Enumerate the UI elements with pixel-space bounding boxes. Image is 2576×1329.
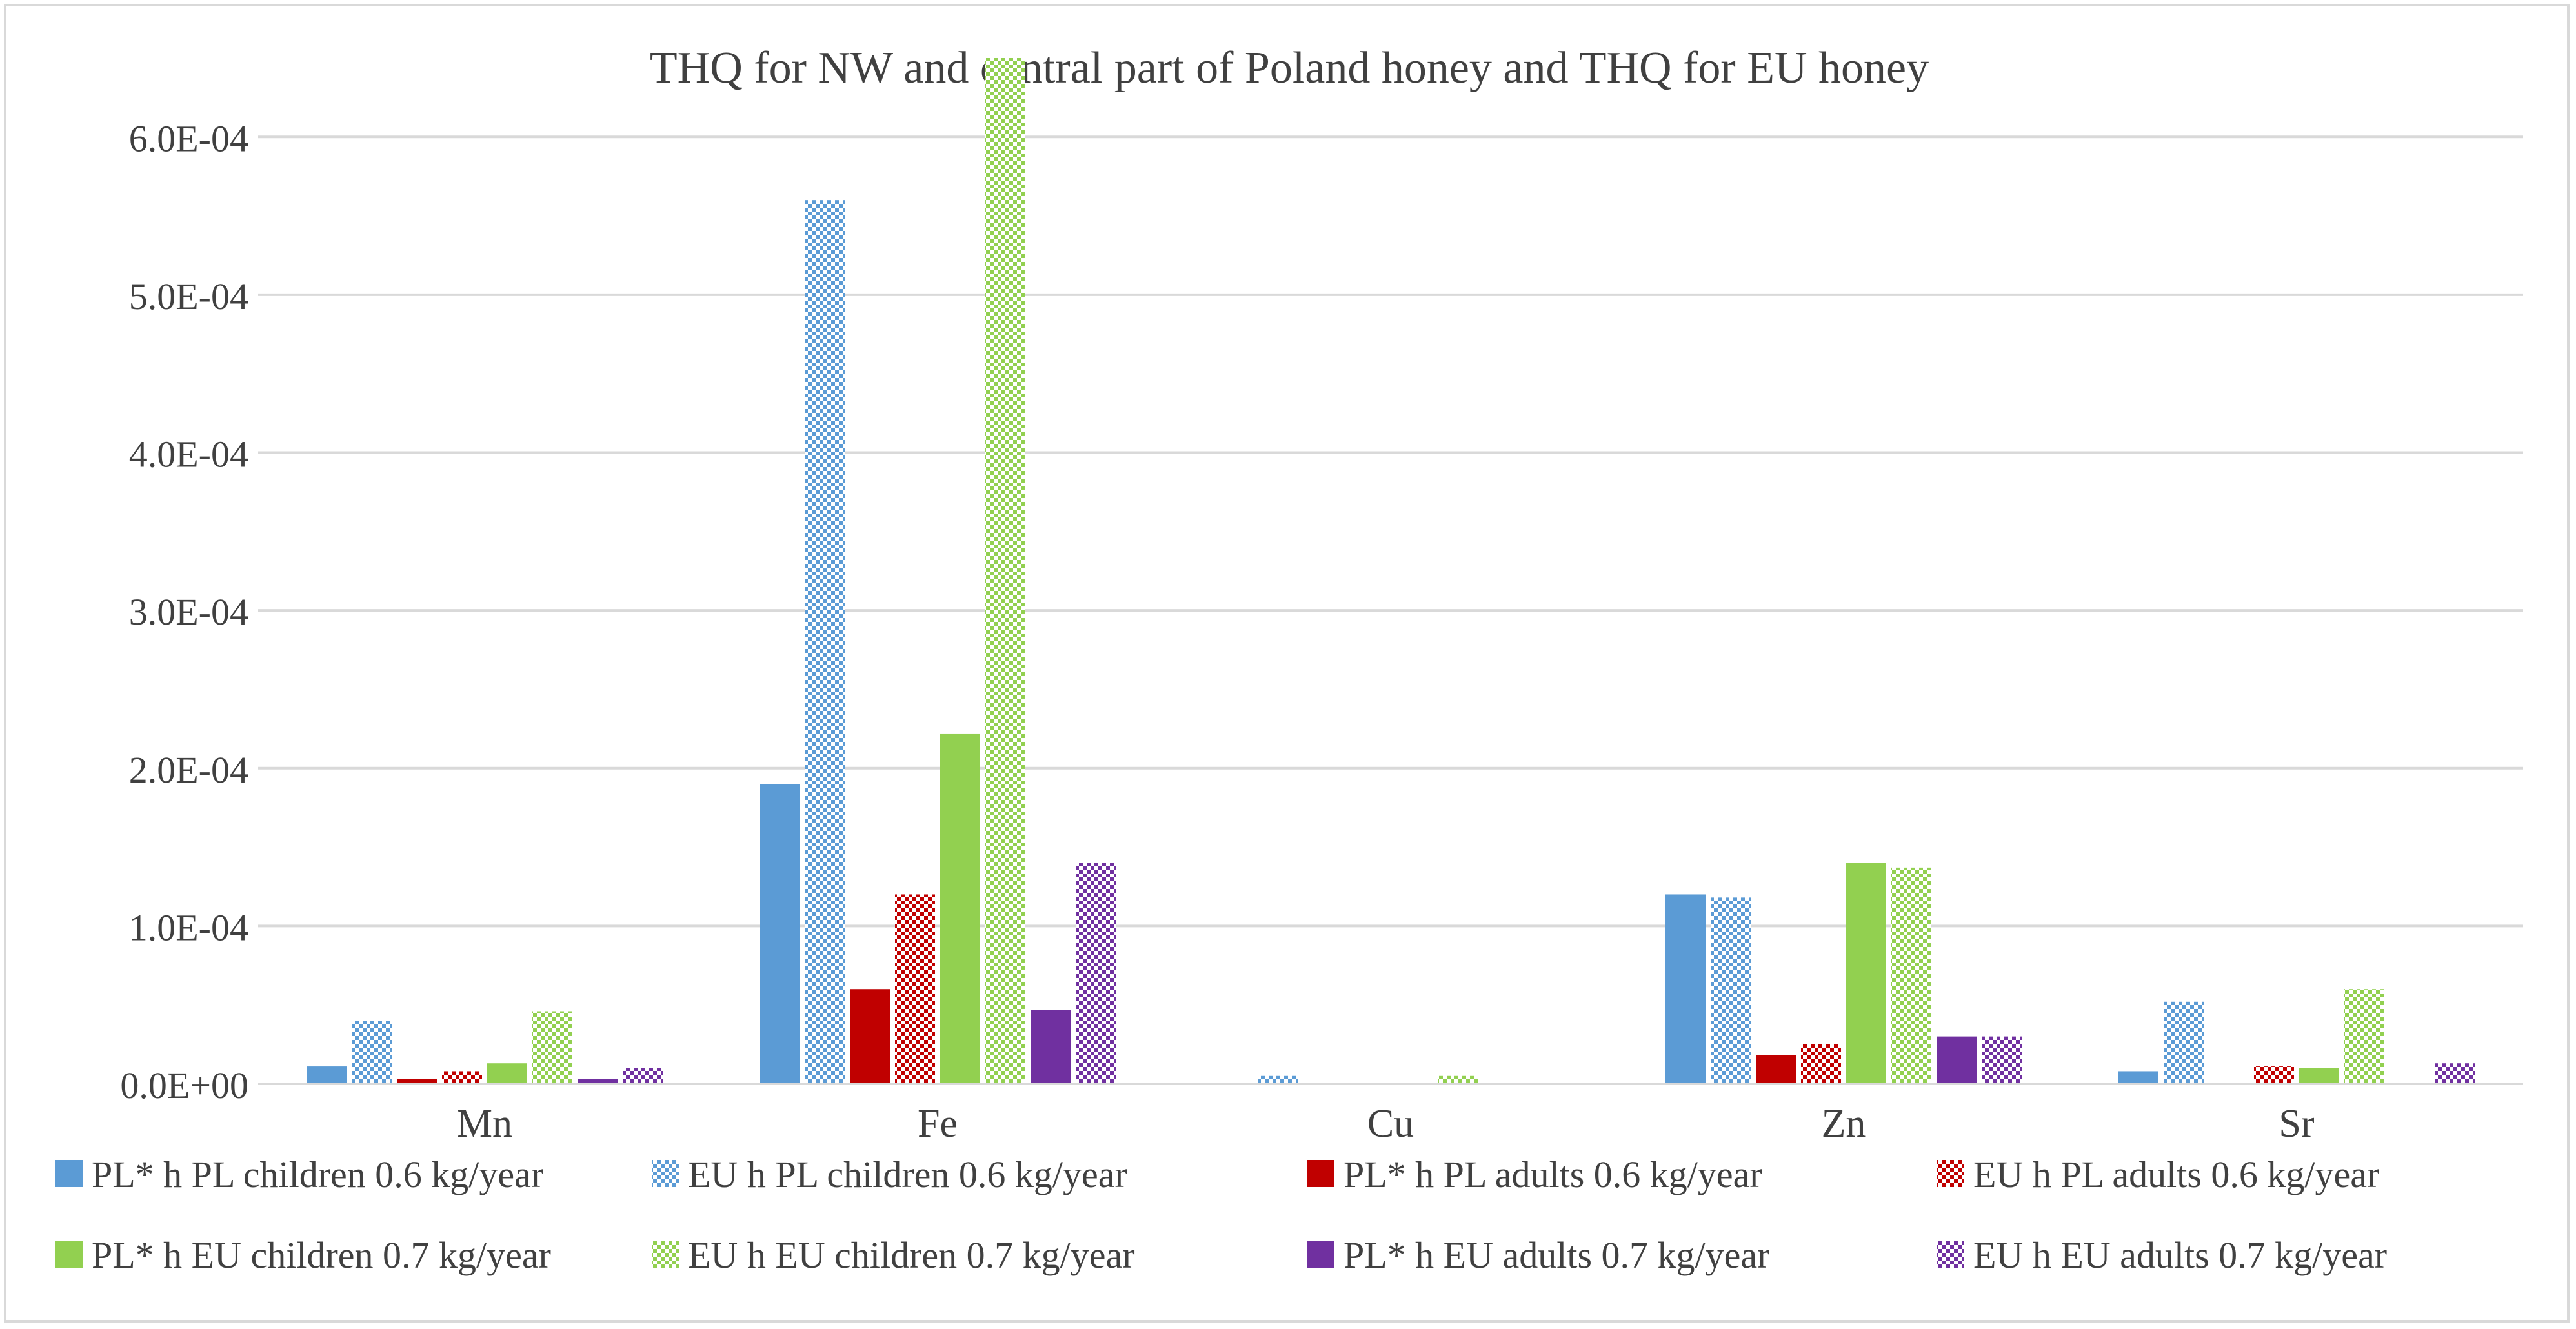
legend: PL* h PL children 0.6 kg/year EU h PL chi… [55, 1154, 2387, 1276]
bar-sr-plstar-h-pl-children-0-6-kg-year [2118, 1071, 2158, 1084]
bar-sr-plstar-h-eu-children-0-7-kg-year [2299, 1068, 2339, 1084]
legend-item-plstar-h-eu-adults-0-7-kg-year: PL* h EU adults 0.7 kg/year [1307, 1234, 1769, 1276]
bar-fe-plstar-h-pl-adults-0-6-kg-year [850, 989, 890, 1084]
grid-lines [258, 135, 2523, 928]
y-tick-label: 6.0E-04 [129, 117, 248, 159]
bar-mn-eu-h-pl-children-0-6-kg-year [352, 1021, 392, 1084]
bars [307, 58, 2475, 1084]
x-tick-label-cu: Cu [1367, 1102, 1414, 1146]
bar-mn-eu-h-pl-adults-0-6-kg-year [442, 1071, 482, 1084]
bar-sr-eu-h-pl-children-0-6-kg-year [2164, 1001, 2204, 1084]
legend-swatch [1307, 1241, 1334, 1268]
x-tick-label-sr: Sr [2279, 1102, 2314, 1146]
bar-zn-eu-h-pl-adults-0-6-kg-year [1801, 1044, 1841, 1084]
legend-swatch [55, 1160, 83, 1187]
legend-label: PL* h PL children 0.6 kg/year [92, 1154, 543, 1195]
bar-cu-eu-h-eu-children-0-7-kg-year [1438, 1075, 1478, 1084]
x-tick-label-zn: Zn [1822, 1102, 1866, 1146]
bar-sr-eu-h-eu-children-0-7-kg-year [2344, 989, 2384, 1084]
legend-label: PL* h EU adults 0.7 kg/year [1343, 1234, 1769, 1276]
bar-cu-eu-h-pl-children-0-6-kg-year [1258, 1075, 1298, 1084]
legend-item-eu-h-eu-children-0-7-kg-year: EU h EU children 0.7 kg/year [652, 1234, 1135, 1276]
legend-swatch [1937, 1160, 1964, 1187]
legend-swatch [1937, 1241, 1964, 1268]
legend-label: EU h PL adults 0.6 kg/year [1973, 1154, 2379, 1195]
y-tick-label: 5.0E-04 [129, 275, 248, 317]
chart-svg: THQ for NW and central part of Poland ho… [55, 43, 2523, 1276]
y-tick-label: 4.0E-04 [129, 434, 248, 475]
bar-mn-plstar-h-eu-children-0-7-kg-year [487, 1063, 527, 1084]
bar-mn-plstar-h-eu-adults-0-7-kg-year [578, 1079, 618, 1084]
y-axis-ticks: 0.0E+00 1.0E-04 2.0E-04 3.0E-04 4.0E-04 5.0E-… [120, 117, 248, 1106]
y-tick-label: 1.0E-04 [129, 906, 248, 948]
bar-zn-plstar-h-eu-adults-0-7-kg-year [1937, 1036, 1977, 1084]
chart-title: THQ for NW and central part of Poland ho… [650, 43, 1929, 93]
legend-label: PL* h EU children 0.7 kg/year [92, 1234, 551, 1276]
legend-swatch [652, 1160, 679, 1187]
y-tick-label: 0.0E+00 [120, 1064, 248, 1106]
legend-item-eu-h-pl-children-0-6-kg-year: EU h PL children 0.6 kg/year [652, 1154, 1127, 1195]
bar-sr-eu-h-eu-adults-0-7-kg-year [2435, 1063, 2475, 1084]
legend-label: EU h EU adults 0.7 kg/year [1973, 1234, 2387, 1276]
bar-mn-eu-h-eu-adults-0-7-kg-year [623, 1068, 663, 1084]
y-tick-label: 3.0E-04 [129, 591, 248, 633]
x-tick-label-mn: Mn [457, 1102, 512, 1146]
legend-item-eu-h-pl-adults-0-6-kg-year: EU h PL adults 0.6 kg/year [1937, 1154, 2379, 1195]
bar-fe-plstar-h-pl-children-0-6-kg-year [760, 784, 800, 1084]
legend-swatch [652, 1241, 679, 1268]
bar-fe-eu-h-pl-adults-0-6-kg-year [895, 894, 935, 1084]
bar-mn-plstar-h-pl-adults-0-6-kg-year [397, 1079, 437, 1084]
legend-swatch [55, 1241, 83, 1268]
bar-mn-plstar-h-pl-children-0-6-kg-year [307, 1066, 347, 1084]
bar-fe-plstar-h-eu-adults-0-7-kg-year [1031, 1010, 1071, 1084]
bar-fe-eu-h-pl-children-0-6-kg-year [805, 200, 845, 1084]
bar-zn-eu-h-eu-adults-0-7-kg-year [1982, 1036, 2022, 1084]
legend-label: PL* h PL adults 0.6 kg/year [1343, 1154, 1762, 1195]
bar-zn-plstar-h-pl-children-0-6-kg-year [1665, 894, 1706, 1084]
bar-zn-eu-h-pl-children-0-6-kg-year [1711, 897, 1751, 1084]
legend-item-plstar-h-pl-adults-0-6-kg-year: PL* h PL adults 0.6 kg/year [1307, 1154, 1762, 1195]
x-axis-ticks: Mn Fe Cu Zn Sr [457, 1102, 2315, 1146]
legend-item-plstar-h-eu-children-0-7-kg-year: PL* h EU children 0.7 kg/year [55, 1234, 551, 1276]
bar-zn-eu-h-eu-children-0-7-kg-year [1891, 867, 1931, 1084]
bar-mn-eu-h-eu-children-0-7-kg-year [532, 1011, 572, 1084]
chart-frame: THQ for NW and central part of Poland ho… [4, 4, 2570, 1323]
bar-fe-plstar-h-eu-children-0-7-kg-year [940, 733, 980, 1084]
x-tick-label-fe: Fe [918, 1102, 958, 1146]
legend-swatch [1307, 1160, 1334, 1187]
legend-label: EU h PL children 0.6 kg/year [688, 1154, 1127, 1195]
legend-item-plstar-h-pl-children-0-6-kg-year: PL* h PL children 0.6 kg/year [55, 1154, 543, 1195]
bar-zn-plstar-h-eu-children-0-7-kg-year [1846, 863, 1886, 1084]
bar-sr-eu-h-pl-adults-0-6-kg-year [2254, 1066, 2294, 1084]
bar-fe-eu-h-eu-children-0-7-kg-year [985, 58, 1025, 1084]
bar-fe-eu-h-eu-adults-0-7-kg-year [1076, 863, 1116, 1084]
bar-zn-plstar-h-pl-adults-0-6-kg-year [1756, 1055, 1796, 1084]
legend-label: EU h EU children 0.7 kg/year [688, 1234, 1135, 1276]
legend-item-eu-h-eu-adults-0-7-kg-year: EU h EU adults 0.7 kg/year [1937, 1234, 2387, 1276]
y-tick-label: 2.0E-04 [129, 749, 248, 791]
